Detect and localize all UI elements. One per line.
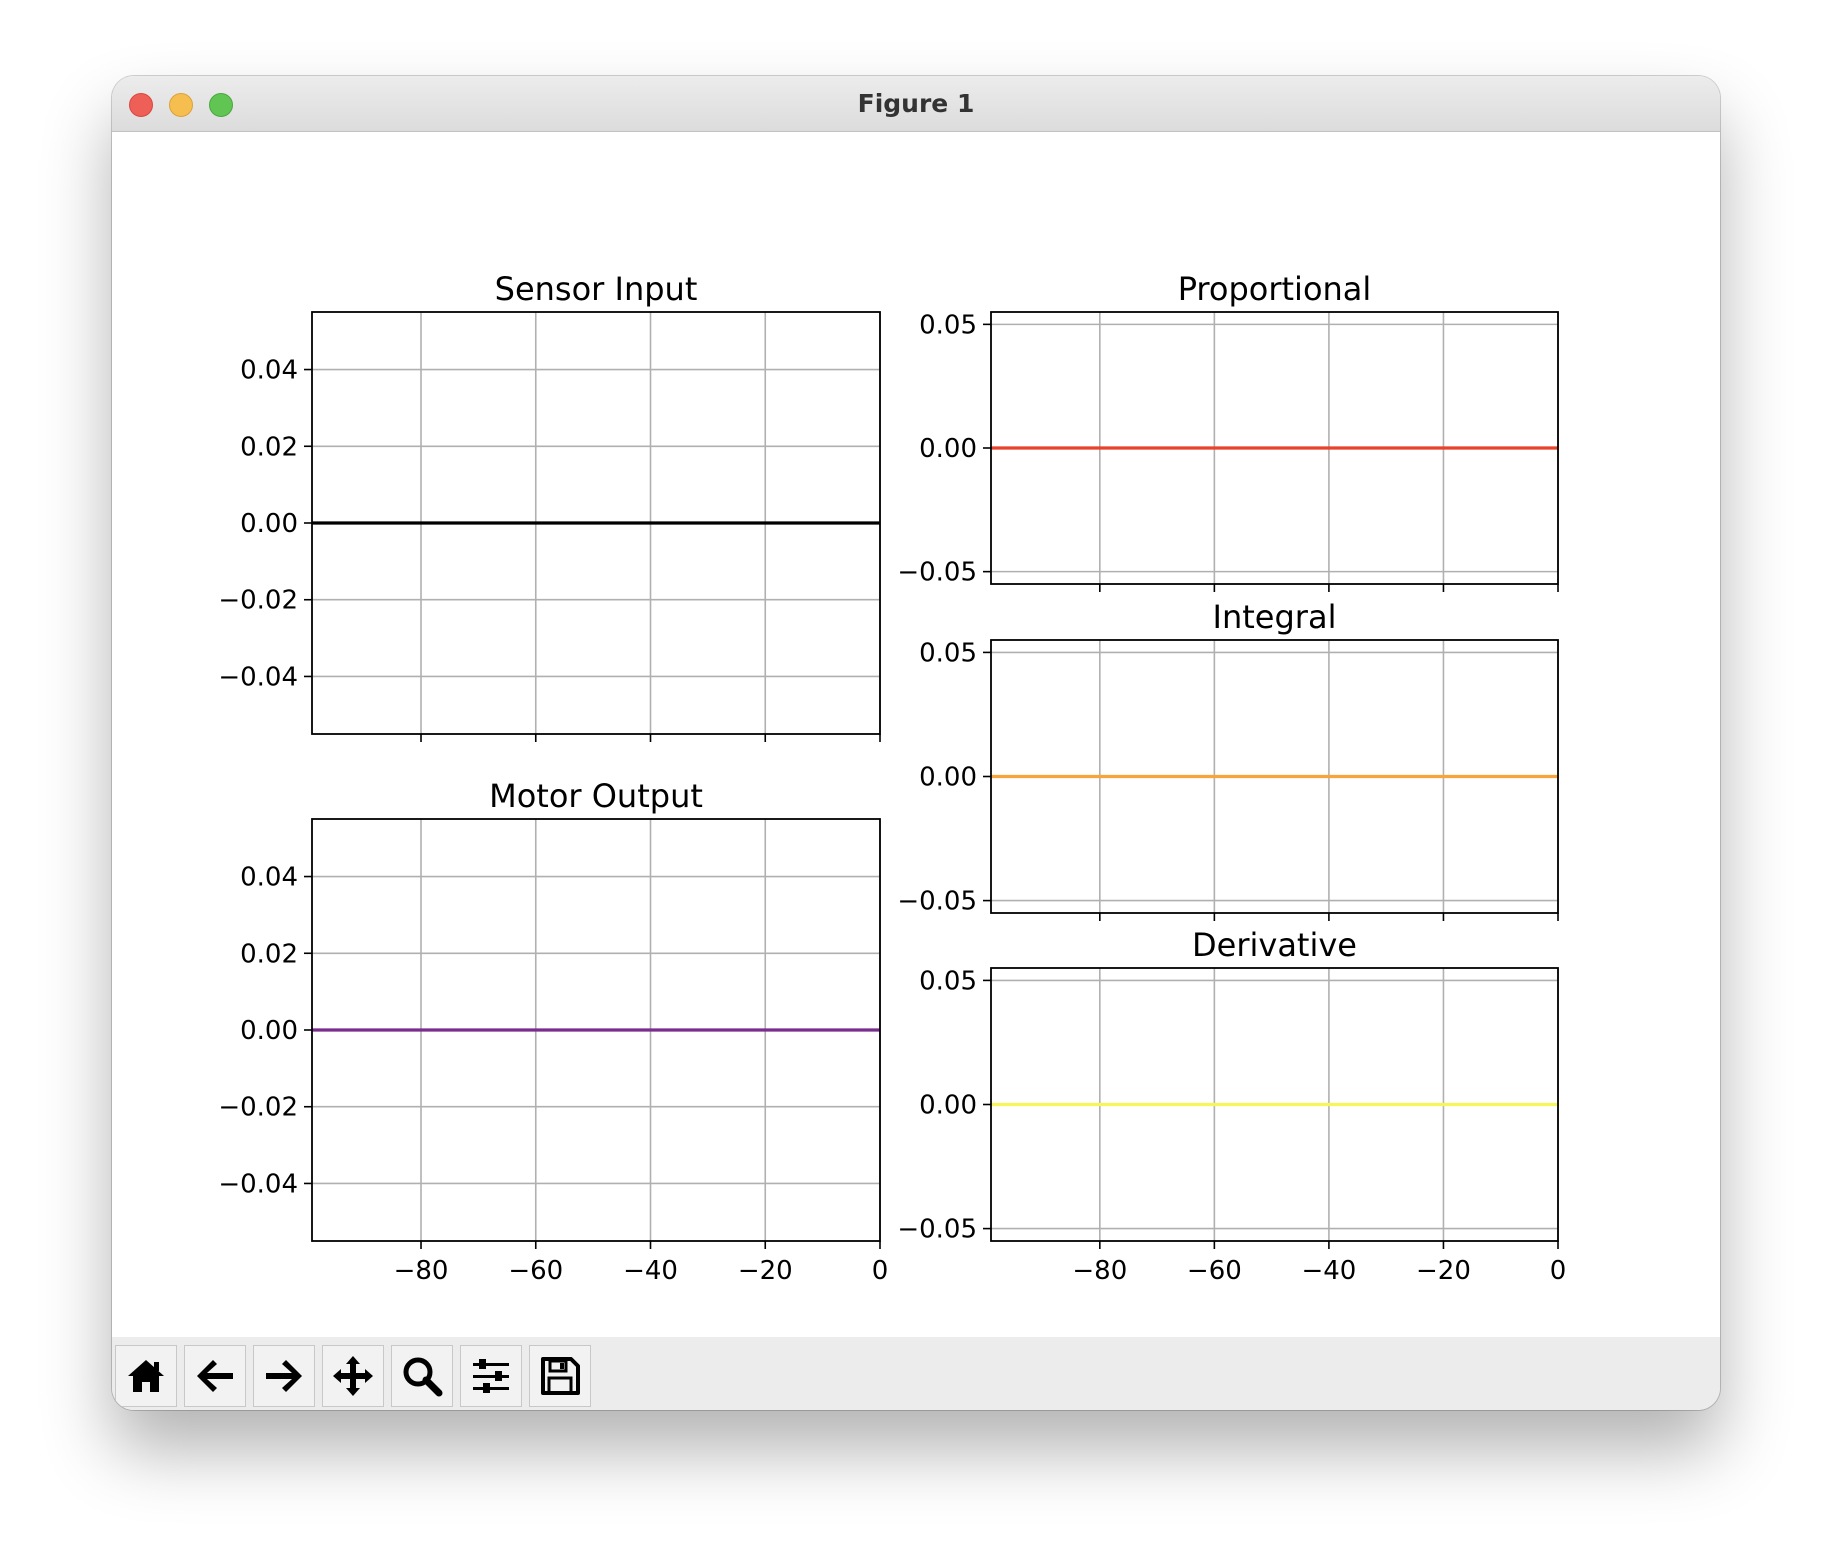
configure-subplots-button[interactable] [460,1345,522,1407]
derivative-title: Derivative [1192,926,1357,964]
zoom-button[interactable] [391,1345,453,1407]
title-bar: Figure 1 [112,76,1720,132]
sensor-ytick-label: 0.04 [240,356,298,386]
figure-canvas[interactable]: 0.04 0.02 0.00 −0.02 −0.04 Sensor Input −80 −60… [112,132,1720,1344]
home-icon [128,1360,164,1392]
integral-title: Integral [1213,598,1337,636]
proportional-title: Proportional [1178,270,1372,308]
proportional-ytick-label: −0.05 [897,558,977,588]
sensor-ytick-label: −0.04 [218,662,298,692]
motor-xtick-label: −60 [508,1256,563,1286]
derivative-ytick-label: −0.05 [897,1215,977,1245]
navigation-toolbar [112,1337,1720,1410]
motor-ytick-label: 0.04 [240,863,298,893]
back-button[interactable] [184,1345,246,1407]
motor-xtick-label: −40 [623,1256,678,1286]
integral-ytick-label: 0.00 [919,763,977,793]
derivative-xtick-label: −40 [1301,1256,1356,1286]
forward-arrow-icon [266,1360,302,1392]
derivative-ytick-label: 0.05 [919,966,977,996]
motor-xtick-label: 0 [872,1256,889,1286]
sensor-ytick-label: −0.02 [218,586,298,616]
derivative-xtick-label: −60 [1187,1256,1242,1286]
window-title: Figure 1 [857,89,975,118]
proportional-ytick-label: 0.00 [919,434,977,464]
figure-svg: 0.04 0.02 0.00 −0.02 −0.04 Sensor Input −80 −60… [218,270,1567,1286]
pan-move-icon [333,1356,373,1396]
close-window-button[interactable] [129,93,153,117]
save-button[interactable] [529,1345,591,1407]
derivative-ytick-label: 0.00 [919,1091,977,1121]
integral-ytick-label: 0.05 [919,638,977,668]
sensor-ytick-label: 0.02 [240,432,298,462]
motor-ytick-label: 0.02 [240,939,298,969]
motor-xtick-label: −80 [394,1256,449,1286]
motor-ytick-label: −0.02 [218,1093,298,1123]
motor-ytick-label: 0.00 [240,1016,298,1046]
figure-window: Figure 1 0.04 0.02 0.00 −0.02 −0.04 Sensor In… [112,76,1720,1410]
zoom-magnifier-icon [403,1357,443,1397]
save-disk-icon [541,1357,580,1395]
pan-button[interactable] [322,1345,384,1407]
motor-xtick-label: −20 [738,1256,793,1286]
minimize-window-button[interactable] [169,93,193,117]
sensor-ytick-label: 0.00 [240,509,298,539]
derivative-xtick-label: −80 [1072,1256,1127,1286]
motor-title: Motor Output [489,777,703,815]
integral-ytick-label: −0.05 [897,887,977,917]
home-button[interactable] [115,1345,177,1407]
motor-ytick-label: −0.04 [218,1169,298,1199]
proportional-ytick-label: 0.05 [919,310,977,340]
derivative-xtick-label: 0 [1550,1256,1567,1286]
derivative-xtick-label: −20 [1416,1256,1471,1286]
forward-button[interactable] [253,1345,315,1407]
sensor-title: Sensor Input [495,270,698,308]
configure-subplots-icon [473,1359,509,1393]
back-arrow-icon [197,1360,233,1392]
zoom-window-button[interactable] [209,93,233,117]
